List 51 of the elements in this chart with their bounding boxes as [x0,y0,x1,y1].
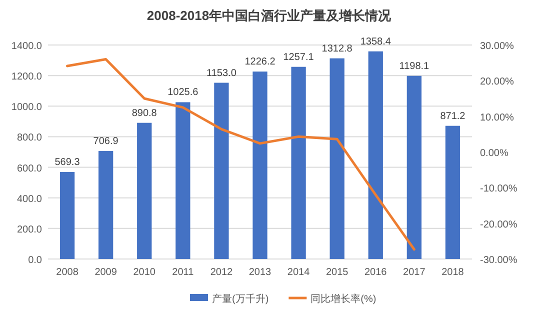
y2-tick-label: 10.00% [480,112,514,124]
y-tick-label: 0.0 [28,255,42,266]
x-tick-label: 2009 [94,267,118,278]
y2-tick-label: 30.00% [480,41,514,52]
data-label: 1312.8 [322,43,353,54]
bar [137,122,152,259]
y2-tick-label: -20.00% [480,219,518,230]
chart-title: 2008-2018年中国白酒行业产量及增长情况 [146,8,392,23]
y-tick-label: 1000.0 [11,102,42,114]
legend-label: 产量(万千升) [212,293,269,305]
data-label: 706.9 [93,136,119,147]
y-tick-label: 200.0 [16,224,42,236]
bar [252,72,268,259]
y2-tick-label: -10.00% [480,184,518,195]
bar [368,51,383,259]
data-label: 1025.6 [168,87,199,98]
data-label: 1358.4 [360,36,392,48]
x-tick-label: 2008 [56,267,79,278]
data-label: 1257.1 [283,52,314,63]
y2-tick-label: 0.00% [480,148,508,159]
bar [176,102,190,259]
legend-label: 同比增长率(%) [310,293,376,305]
y-tick-label: 1400.0 [11,41,42,52]
x-tick-label: 2013 [248,267,272,278]
bar [60,172,75,259]
x-tick-label: 2015 [326,267,349,278]
bar [291,66,306,259]
y2-tick-label: 20.00% [480,76,514,88]
y-tick-label: 400.0 [16,194,42,205]
data-label: 1153.0 [206,68,237,79]
x-tick-label: 2018 [442,267,464,278]
data-label: 569.3 [54,156,80,168]
x-tick-label: 2011 [172,267,194,278]
bar [406,76,422,259]
bar [445,126,460,259]
y-tick-label: 800.0 [16,132,42,144]
x-tick-label: 2016 [364,267,388,278]
y-tick-label: 1200.0 [11,72,42,83]
x-tick-label: 2017 [403,267,426,278]
x-tick-label: 2010 [133,267,156,278]
data-label: 890.8 [132,108,158,119]
bar [98,150,114,259]
x-tick-label: 2014 [287,267,310,278]
y2-tick-label: -30.00% [480,255,518,266]
bar [214,82,229,259]
data-label: 1198.1 [399,60,430,72]
data-label: 1226.2 [244,56,276,68]
bar [330,58,344,259]
data-label: 871.2 [440,110,466,122]
y-tick-label: 600.0 [16,163,42,174]
x-tick-label: 2012 [210,267,234,278]
